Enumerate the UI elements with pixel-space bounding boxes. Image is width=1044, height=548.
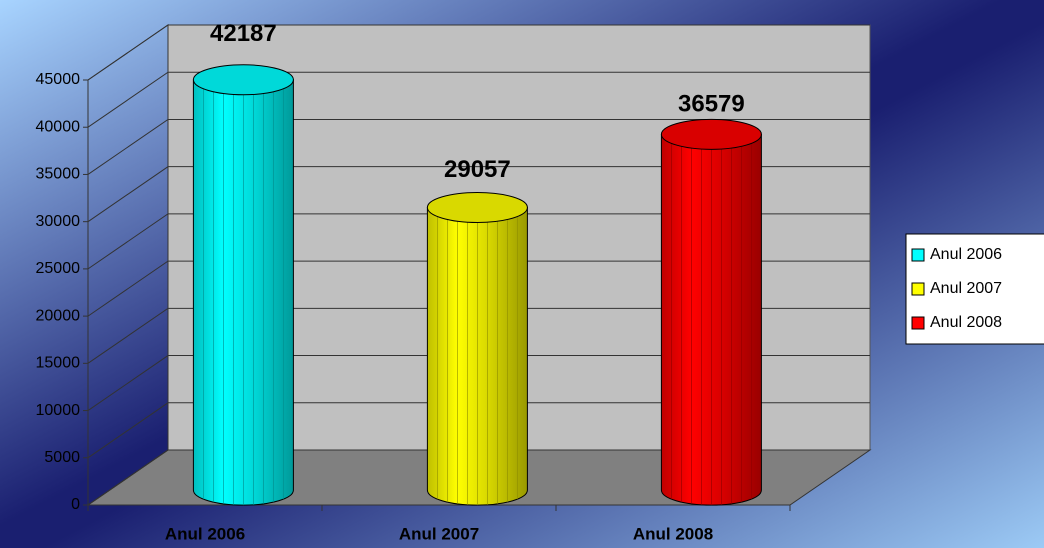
grid-line (87, 118, 870, 175)
y-tick-label: 20000 (36, 307, 81, 324)
bar-top (426, 191, 528, 223)
legend-swatch (911, 316, 925, 330)
grid-line (87, 402, 870, 459)
y-tick-label: 5000 (44, 449, 80, 466)
y-tick-label: 45000 (36, 71, 81, 88)
value-label: 36579 (678, 91, 745, 118)
x-tick-label: Anul 2008 (633, 524, 713, 543)
y-tick-label: 0 (71, 496, 80, 513)
x-tick-label: Anul 2006 (165, 524, 245, 543)
grid-line (87, 166, 870, 223)
bar (426, 191, 528, 506)
grid-line (87, 71, 870, 128)
legend-swatch (911, 248, 925, 262)
bar-top (192, 64, 294, 96)
legend: Anul 2006 Anul 2007 Anul 2008 (905, 233, 1044, 345)
grid-line (87, 355, 870, 411)
bar (192, 64, 294, 506)
y-tick-label: 40000 (36, 118, 81, 135)
value-label: 29057 (444, 156, 511, 183)
legend-swatch (911, 282, 925, 296)
x-tick-label: Anul 2007 (399, 524, 479, 543)
legend-label: Anul 2006 (930, 246, 1002, 263)
bar (660, 118, 762, 506)
y-tick-label: 15000 (36, 355, 81, 372)
grid-line (87, 260, 870, 317)
y-tick-label: 25000 (36, 260, 81, 277)
grid-line (87, 449, 870, 506)
value-label: 42187 (210, 20, 277, 47)
grid-line (87, 213, 870, 270)
bar-top (660, 118, 762, 150)
y-tick-label: 10000 (36, 402, 81, 419)
legend-box (905, 233, 1044, 345)
legend-label: Anul 2008 (930, 314, 1002, 331)
y-tick-label: 30000 (36, 213, 81, 230)
grid-line (87, 307, 870, 364)
plot-area: 0 5000 10000 15000 20000 25000 30000 35000 40000… (36, 20, 872, 543)
y-tick-label: 35000 (36, 166, 81, 183)
grid-line (87, 24, 870, 81)
legend-label: Anul 2007 (930, 280, 1002, 297)
